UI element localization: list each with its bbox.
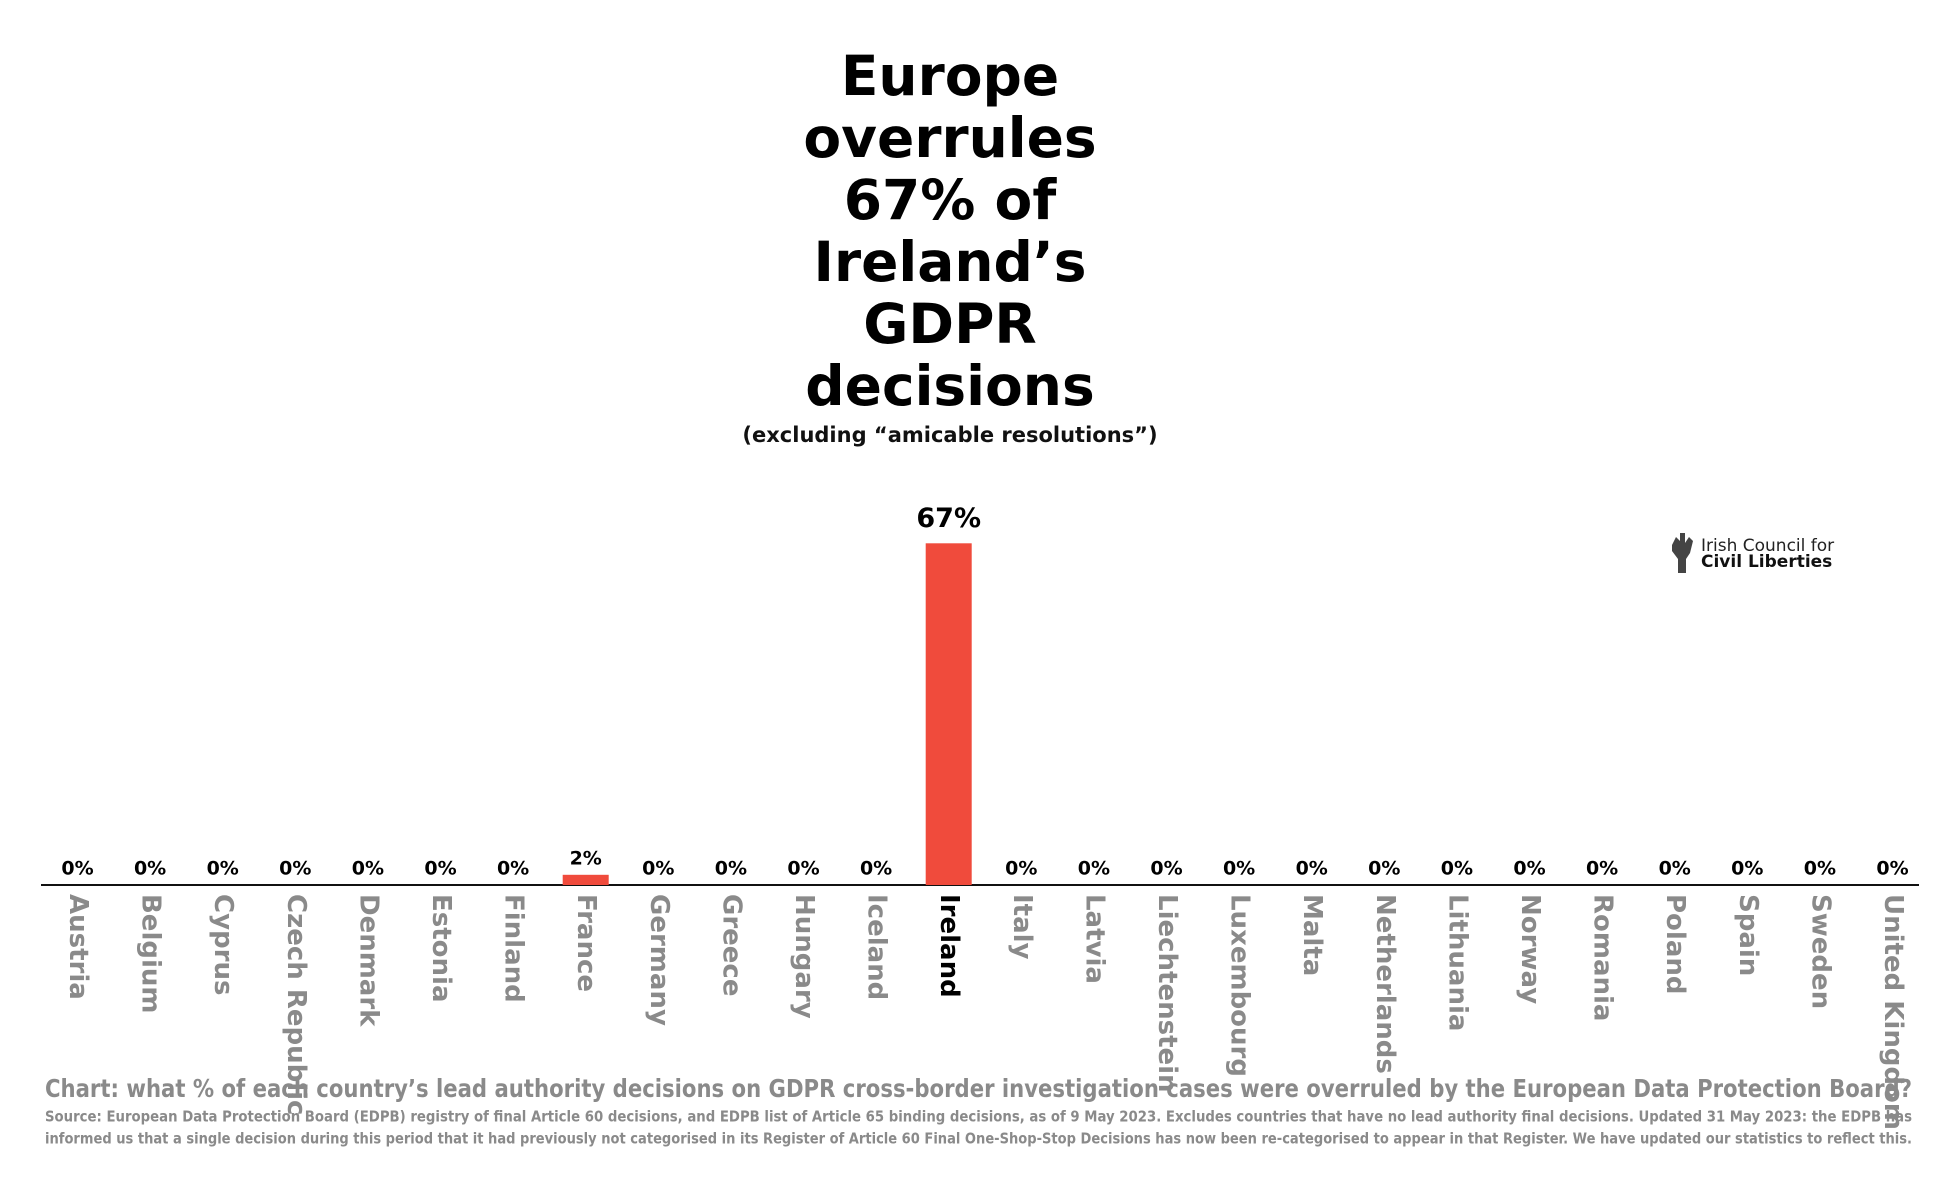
value-label: 0% [1513, 858, 1545, 880]
x-tick-label: Spain [1733, 894, 1763, 976]
chart-title: decisions [805, 354, 1094, 418]
logo-text: Irish Council for [1701, 536, 1834, 556]
value-label: 2% [570, 847, 602, 869]
value-label: 0% [1804, 858, 1836, 880]
value-label: 0% [642, 858, 674, 880]
chart-title: Europe [841, 44, 1059, 108]
x-tick-label: Liechtenstein [1152, 894, 1182, 1093]
chart-title: overrules [803, 106, 1096, 170]
x-tick-label: Ireland [934, 894, 964, 998]
caption: Chart: what % of each country’s lead aut… [45, 1074, 1912, 1103]
source: informed us that a single decision durin… [45, 1130, 1912, 1148]
x-tick-label: Finland [499, 894, 529, 1003]
x-tick-label: Latvia [1079, 894, 1109, 984]
logo-text: Civil Liberties [1701, 552, 1832, 572]
x-tick-label: Sweden [1805, 894, 1835, 1009]
value-label: 0% [1659, 858, 1691, 880]
x-tick-label: Netherlands [1370, 894, 1400, 1074]
bar [562, 874, 609, 885]
x-tick-label: Hungary [789, 894, 819, 1019]
value-label: 0% [715, 858, 747, 880]
logo: Irish Council for Civil Liberties [1672, 533, 1834, 573]
chart-title: GDPR [863, 292, 1036, 356]
x-tick-label: Italy [1007, 894, 1037, 960]
value-label: 0% [352, 858, 384, 880]
value-label: 0% [1586, 858, 1618, 880]
x-tick-label: Romania [1588, 894, 1618, 1022]
value-label: 0% [1078, 858, 1110, 880]
x-tick-label: Iceland [862, 894, 892, 1000]
x-tick-label: Poland [1660, 894, 1690, 995]
x-tick-label: Germany [644, 894, 674, 1026]
x-tick-label: Luxembourg [1225, 894, 1255, 1077]
value-label: 0% [1441, 858, 1473, 880]
x-tick-label: Norway [1515, 894, 1545, 1004]
x-tick-label: Belgium [136, 894, 166, 1014]
value-label: 0% [860, 858, 892, 880]
value-label: 0% [497, 858, 529, 880]
x-tick-label: Austria [63, 894, 93, 1000]
logo-icon [1672, 533, 1693, 573]
value-label: 0% [1368, 858, 1400, 880]
x-tick-label: United Kingdom [1878, 894, 1908, 1130]
value-label: 0% [1150, 858, 1182, 880]
value-label: 0% [134, 858, 166, 880]
x-tick-label: Czech Republic [281, 894, 311, 1115]
value-label: 0% [61, 858, 93, 880]
subtitle: (excluding “amicable resolutions”) [742, 423, 1157, 447]
value-label: 0% [1005, 858, 1037, 880]
x-tick-label: Malta [1297, 894, 1327, 976]
bar [925, 543, 972, 885]
value-label: 0% [424, 858, 456, 880]
value-label: 67% [916, 503, 981, 534]
value-label: 0% [787, 858, 819, 880]
value-label: 0% [1296, 858, 1328, 880]
x-tick-label: Greece [716, 894, 746, 996]
x-tick-label: Denmark [353, 894, 383, 1027]
value-label: 0% [279, 858, 311, 880]
value-label: 0% [207, 858, 239, 880]
x-tick-label: Estonia [426, 894, 456, 1003]
chart-title: 67% of [844, 168, 1058, 232]
value-label: 0% [1223, 858, 1255, 880]
value-label: 0% [1876, 858, 1908, 880]
x-tick-label: Cyprus [208, 894, 238, 995]
value-label: 0% [1731, 858, 1763, 880]
chart-title: Ireland’s [813, 230, 1086, 294]
source: Source: European Data Protection Board (… [45, 1108, 1912, 1126]
x-tick-label: Lithuania [1442, 894, 1472, 1031]
x-tick-label: France [571, 894, 601, 992]
